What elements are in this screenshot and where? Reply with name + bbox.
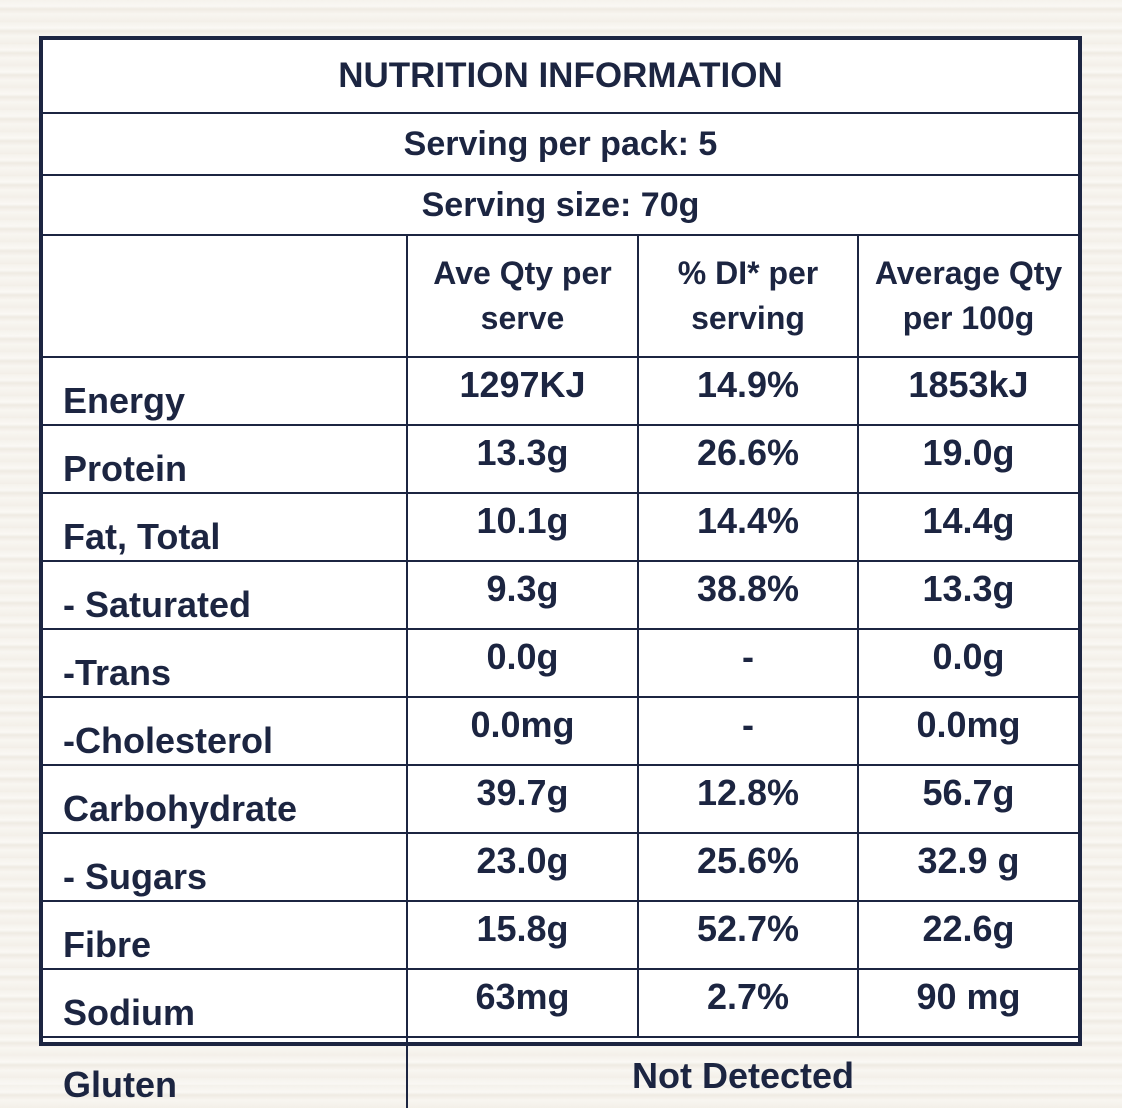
di-percent: 14.9% bbox=[637, 356, 859, 426]
nutrient-name: - Saturated bbox=[43, 560, 408, 630]
di-percent: 38.8% bbox=[637, 560, 859, 630]
table-row: - Saturated 9.3g 38.8% 13.3g bbox=[43, 560, 1078, 630]
table-row: Protein 13.3g 26.6% 19.0g bbox=[43, 424, 1078, 494]
qty-per-serve: 9.3g bbox=[406, 560, 639, 630]
nutrition-panel: NUTRITION INFORMATION Serving per pack: … bbox=[39, 36, 1082, 1108]
table-row: Carbohydrate 39.7g 12.8% 56.7g bbox=[43, 764, 1078, 834]
qty-per-100g: 22.6g bbox=[857, 900, 1078, 970]
serving-size: Serving size: 70g bbox=[43, 176, 1078, 236]
table-row: -Cholesterol 0.0mg -0.0mg bbox=[43, 696, 1078, 766]
header-nutrient bbox=[43, 236, 408, 358]
qty-per-100g: 56.7g bbox=[857, 764, 1078, 834]
qty-per-100g: 13.3g bbox=[857, 560, 1078, 630]
di-percent: 52.7% bbox=[637, 900, 859, 970]
qty-per-serve: 1297KJ bbox=[406, 356, 639, 426]
table-row: Fat, Total 10.1g 14.4% 14.4g bbox=[43, 492, 1078, 562]
qty-per-serve: 0.0g bbox=[406, 628, 639, 698]
nutrient-name: Fibre bbox=[43, 900, 408, 970]
nutrition-table: Ave Qty per serve % DI* per serving Aver… bbox=[43, 236, 1078, 1108]
qty-per-100g: 19.0g bbox=[857, 424, 1078, 494]
qty-per-serve: 23.0g bbox=[406, 832, 639, 902]
qty-per-100g: 32.9 g bbox=[857, 832, 1078, 902]
nutrient-name: -Cholesterol bbox=[43, 696, 408, 766]
header-di: % DI* per serving bbox=[637, 236, 859, 358]
qty-per-serve: 15.8g bbox=[406, 900, 639, 970]
qty-per-100g: 90 mg bbox=[857, 968, 1078, 1038]
di-percent: 2.7% bbox=[637, 968, 859, 1038]
header-per-serve: Ave Qty per serve bbox=[406, 236, 639, 358]
qty-per-100g: 0.0mg bbox=[857, 696, 1078, 766]
table-row: - Sugars 23.0g 25.6% 32.9 g bbox=[43, 832, 1078, 902]
header-per-100g: Average Qty per 100g bbox=[857, 236, 1078, 358]
di-percent: 25.6% bbox=[637, 832, 859, 902]
di-percent: 12.8% bbox=[637, 764, 859, 834]
di-percent: 26.6% bbox=[637, 424, 859, 494]
qty-per-100g: 14.4g bbox=[857, 492, 1078, 562]
serving-per-pack: Serving per pack: 5 bbox=[43, 114, 1078, 176]
nutrient-name: Gluten bbox=[43, 1036, 408, 1108]
qty-per-100g: 1853kJ bbox=[857, 356, 1078, 426]
nutrient-name: Energy bbox=[43, 356, 408, 426]
panel-title: NUTRITION INFORMATION bbox=[43, 40, 1078, 114]
table-header-row: Ave Qty per serve % DI* per serving Aver… bbox=[43, 236, 1078, 358]
gluten-value: Not Detected bbox=[406, 1036, 1078, 1108]
nutrient-name: -Trans bbox=[43, 628, 408, 698]
qty-per-serve: 0.0mg bbox=[406, 696, 639, 766]
table-row: -Trans 0.0g -0.0g bbox=[43, 628, 1078, 698]
qty-per-serve: 13.3g bbox=[406, 424, 639, 494]
nutrient-name: Carbohydrate bbox=[43, 764, 408, 834]
qty-per-serve: 63mg bbox=[406, 968, 639, 1038]
nutrient-name: Protein bbox=[43, 424, 408, 494]
table-row: Energy 1297KJ 14.9% 1853kJ bbox=[43, 356, 1078, 426]
table-row: Fibre 15.8g 52.7% 22.6g bbox=[43, 900, 1078, 970]
qty-per-100g: 0.0g bbox=[857, 628, 1078, 698]
table-row: Sodium 63mg 2.7% 90 mg bbox=[43, 968, 1078, 1038]
nutrient-name: Fat, Total bbox=[43, 492, 408, 562]
nutrient-name: - Sugars bbox=[43, 832, 408, 902]
di-percent: - bbox=[637, 628, 859, 698]
di-percent: 14.4% bbox=[637, 492, 859, 562]
qty-per-serve: 10.1g bbox=[406, 492, 639, 562]
table-row-gluten: Gluten Not Detected bbox=[43, 1036, 1078, 1108]
nutrient-name: Sodium bbox=[43, 968, 408, 1038]
qty-per-serve: 39.7g bbox=[406, 764, 639, 834]
di-percent: - bbox=[637, 696, 859, 766]
